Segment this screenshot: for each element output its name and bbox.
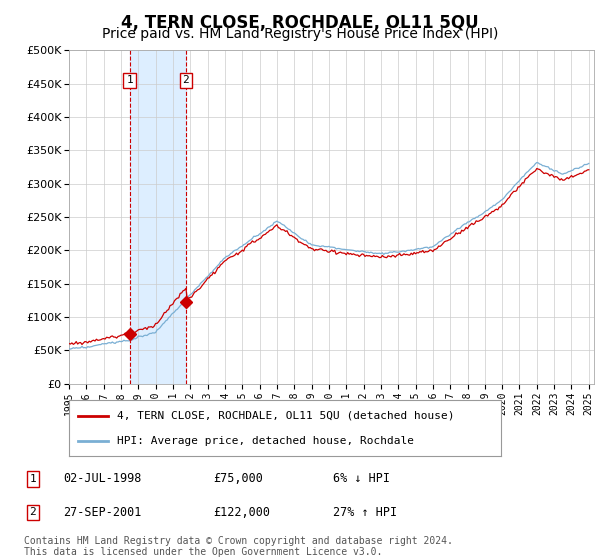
Text: 1: 1 (126, 76, 133, 85)
Text: 1: 1 (29, 474, 37, 484)
Text: 2: 2 (182, 76, 190, 85)
Text: HPI: Average price, detached house, Rochdale: HPI: Average price, detached house, Roch… (116, 436, 413, 446)
Text: Price paid vs. HM Land Registry's House Price Index (HPI): Price paid vs. HM Land Registry's House … (102, 27, 498, 41)
Text: £75,000: £75,000 (213, 472, 263, 486)
Text: £122,000: £122,000 (213, 506, 270, 519)
Bar (130, 50, 186, 384)
Text: 4, TERN CLOSE, ROCHDALE, OL11 5QU (detached house): 4, TERN CLOSE, ROCHDALE, OL11 5QU (detac… (116, 410, 454, 421)
Text: 02-JUL-1998: 02-JUL-1998 (63, 472, 142, 486)
Text: 6% ↓ HPI: 6% ↓ HPI (333, 472, 390, 486)
Text: 27-SEP-2001: 27-SEP-2001 (63, 506, 142, 519)
Text: 4, TERN CLOSE, ROCHDALE, OL11 5QU: 4, TERN CLOSE, ROCHDALE, OL11 5QU (121, 14, 479, 32)
Text: 27% ↑ HPI: 27% ↑ HPI (333, 506, 397, 519)
Text: Contains HM Land Registry data © Crown copyright and database right 2024.
This d: Contains HM Land Registry data © Crown c… (24, 535, 453, 557)
Text: 2: 2 (29, 507, 37, 517)
